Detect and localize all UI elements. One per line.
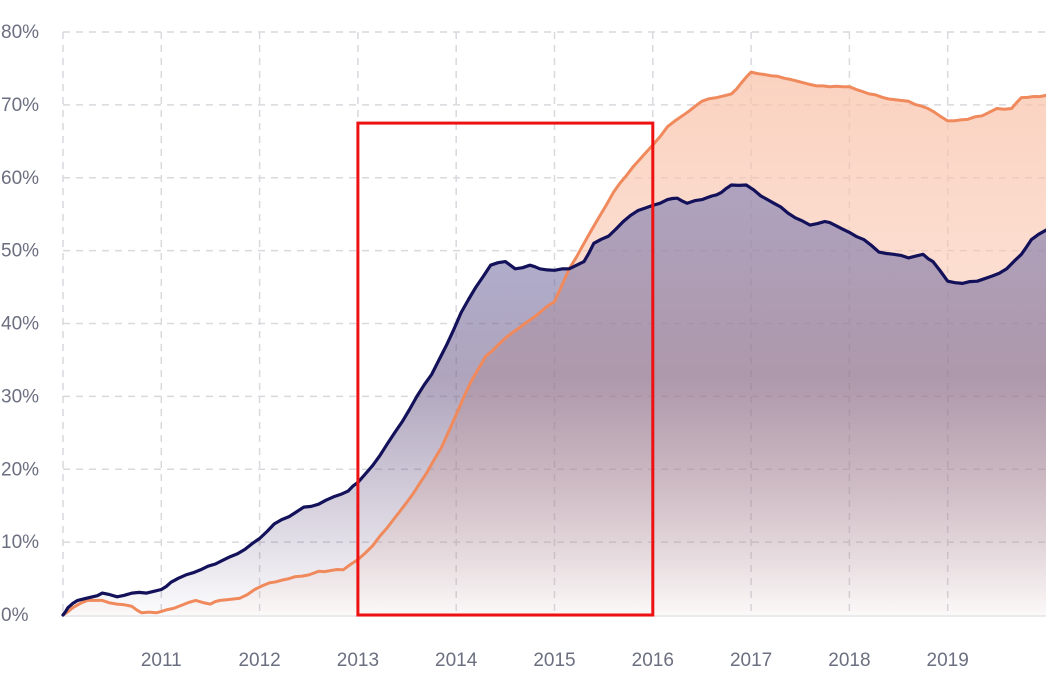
x-tick-label: 2018 xyxy=(828,650,870,671)
y-tick-label: 70% xyxy=(1,95,39,116)
x-tick-label: 2015 xyxy=(533,650,575,671)
orange-series-line xyxy=(61,70,1046,617)
x-tick-label: 2012 xyxy=(238,650,280,671)
annotations xyxy=(356,121,655,617)
navy-series-line xyxy=(61,183,1046,617)
y-tick-label: 60% xyxy=(1,168,39,189)
y-tick-label: 10% xyxy=(1,532,39,553)
x-tick-label: 2014 xyxy=(435,650,478,671)
x-tick-label: 2019 xyxy=(927,650,969,671)
highlight-rectangle xyxy=(356,121,655,617)
tick-labels: 0% 10% 20% 30% 40% 50% 60% 70% 80% 2011 2012 2013 20… xyxy=(1,22,969,671)
y-tick-label: 40% xyxy=(1,314,39,335)
y-tick-label: 80% xyxy=(1,22,39,43)
x-tick-label: 2017 xyxy=(730,650,772,671)
y-tick-label: 0% xyxy=(1,605,29,626)
y-tick-label: 30% xyxy=(1,386,39,407)
y-tick-label: 20% xyxy=(1,459,39,480)
x-tick-label: 2011 xyxy=(141,650,182,671)
series-lines xyxy=(61,70,1046,617)
x-tick-label: 2013 xyxy=(337,650,379,671)
y-tick-label: 50% xyxy=(1,241,39,262)
x-tick-label: 2016 xyxy=(632,650,674,671)
